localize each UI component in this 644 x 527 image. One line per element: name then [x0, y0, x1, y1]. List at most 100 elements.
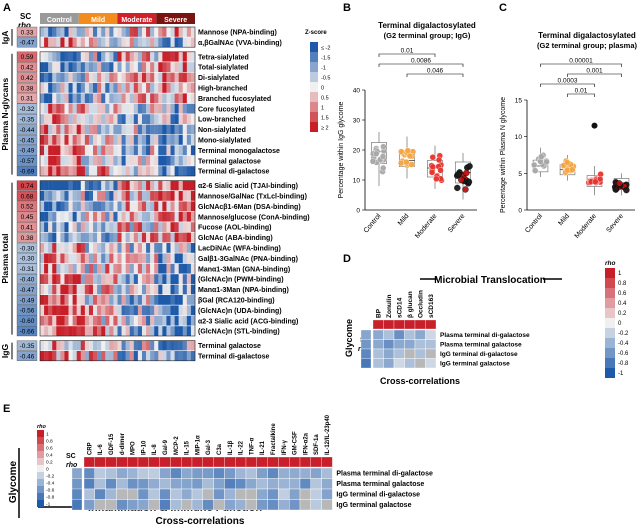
heatmap-cell [105, 274, 110, 284]
heatmap-cell [113, 145, 118, 156]
rho-cell [16, 155, 38, 166]
heatmap-cell [97, 243, 102, 253]
heatmap-cell [72, 253, 77, 264]
heatmap-cell [60, 284, 65, 295]
legend-swatch [605, 368, 615, 378]
legend-tick: 0.2 [46, 460, 53, 466]
heatmap-cell [137, 232, 143, 243]
heatmap-cell [178, 351, 183, 361]
heatmap-cell [133, 274, 139, 284]
heatmap-cell [148, 467, 160, 479]
legend-swatch [37, 493, 44, 500]
heatmap-cell [178, 340, 183, 351]
data-point [592, 178, 599, 185]
heatmap-cell [88, 253, 94, 264]
heatmap-cell [150, 284, 155, 295]
x-tick-label: Moderate [574, 213, 598, 240]
heatmap-cell [190, 62, 196, 72]
heatmap-cell [158, 263, 163, 274]
heatmap-cell [109, 222, 114, 232]
heatmap-cell [88, 180, 94, 191]
legend-tick: -0.6 [618, 351, 629, 357]
heatmap-cell [190, 295, 196, 305]
heatmap-cell [97, 37, 102, 48]
heatmap-cell [105, 27, 110, 37]
heatmap-cell [97, 211, 102, 222]
heatmap-cell [76, 145, 81, 156]
row-label: LacDiNAc (WFA-binding) [198, 246, 281, 253]
header-cell [116, 456, 128, 468]
heatmap-cell [64, 232, 69, 243]
header-cell [202, 456, 214, 468]
heatmap-cell [84, 284, 90, 295]
heatmap-cell [64, 51, 69, 62]
rho-value: -0.49 [20, 148, 35, 155]
row-label: Di-sialylated [198, 75, 239, 82]
heatmap-cell [154, 166, 159, 176]
heatmap-cell [404, 348, 416, 359]
heatmap-cell [182, 155, 188, 166]
heatmap-cell [101, 191, 106, 201]
heatmap-cell [84, 103, 90, 114]
heatmap-cell [44, 83, 49, 93]
heatmap-cell [129, 274, 135, 284]
heatmap-cell [48, 124, 53, 135]
heatmap-cell [101, 145, 106, 156]
heatmap-cell [48, 114, 53, 124]
heatmap-cell [150, 253, 155, 264]
heatmap-cell [186, 51, 192, 62]
heatmap-cell [186, 201, 192, 212]
heatmap-cell [48, 340, 53, 351]
heatmap-cell [310, 499, 322, 511]
rho-cell [16, 51, 38, 62]
heatmap-cell [56, 243, 61, 253]
heatmap-cell [158, 83, 163, 93]
heatmap-cell [174, 295, 179, 305]
heatmap-cell [383, 329, 395, 340]
heatmap-cell [72, 351, 77, 361]
heatmap-cell [72, 232, 77, 243]
heatmap-cell [40, 103, 45, 114]
heatmap-cell [129, 27, 135, 37]
group-header-label: Moderate [121, 17, 152, 24]
heatmap-cell [182, 145, 188, 156]
heatmap-cell [133, 180, 139, 191]
heatmap-cell [60, 37, 65, 48]
heatmap-cell [137, 340, 143, 351]
heatmap-cell [60, 340, 65, 351]
heatmap-cell [94, 488, 106, 500]
heatmap-cell [178, 72, 183, 83]
heatmap-cell [174, 72, 179, 83]
heatmap-cell [170, 155, 175, 166]
heatmap-cell [170, 37, 175, 48]
heatmap-cell [72, 145, 77, 156]
heatmap-cell [150, 155, 155, 166]
heatmap-cell [125, 62, 130, 72]
heatmap-cell [40, 166, 45, 176]
heatmap-cell [76, 243, 81, 253]
heatmap-cell [117, 253, 122, 264]
heatmap-cell [44, 243, 49, 253]
heatmap-cell [93, 263, 98, 274]
legend-tick: -0.6 [46, 488, 55, 494]
heatmap-cell [44, 180, 49, 191]
heatmap-cell [72, 263, 77, 274]
heatmap-cell [129, 263, 135, 274]
heatmap-cell [80, 305, 86, 316]
heatmap-cell [80, 232, 86, 243]
heatmap-cell [186, 103, 192, 114]
section-border [39, 26, 196, 48]
heatmap-cell [129, 326, 135, 336]
heatmap-cell [137, 93, 143, 104]
heatmap-cell [60, 295, 65, 305]
heatmap-cell [109, 211, 114, 222]
heatmap-cell [180, 499, 193, 511]
sc-label: SC [20, 12, 31, 21]
heatmap-cell [125, 253, 130, 264]
heatmap-cell [125, 351, 130, 361]
heatmap-cell [162, 191, 167, 201]
heatmap-cell [158, 114, 163, 124]
heatmap-cell [141, 72, 147, 83]
heatmap-cell [109, 62, 114, 72]
heatmap-cell [146, 62, 151, 72]
